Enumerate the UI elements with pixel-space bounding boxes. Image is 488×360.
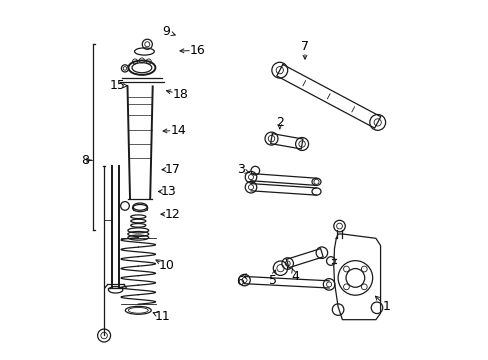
Text: 9: 9 [162,25,170,38]
Text: 3: 3 [237,163,244,176]
Text: 2: 2 [275,116,283,129]
Text: 1: 1 [382,300,390,313]
Text: 14: 14 [170,124,186,137]
Text: 18: 18 [172,88,188,101]
Polygon shape [333,234,380,320]
Text: 10: 10 [159,259,175,272]
Text: 7: 7 [301,40,308,53]
Text: 6: 6 [236,275,244,288]
Text: 16: 16 [189,44,205,57]
Text: 11: 11 [154,310,170,323]
Text: 5: 5 [268,274,276,287]
Circle shape [337,261,372,295]
Text: 13: 13 [161,185,177,198]
Text: 12: 12 [164,208,180,221]
Text: 8: 8 [81,154,89,167]
Text: 17: 17 [164,163,180,176]
Text: 15: 15 [110,79,125,92]
Text: 4: 4 [290,270,298,283]
